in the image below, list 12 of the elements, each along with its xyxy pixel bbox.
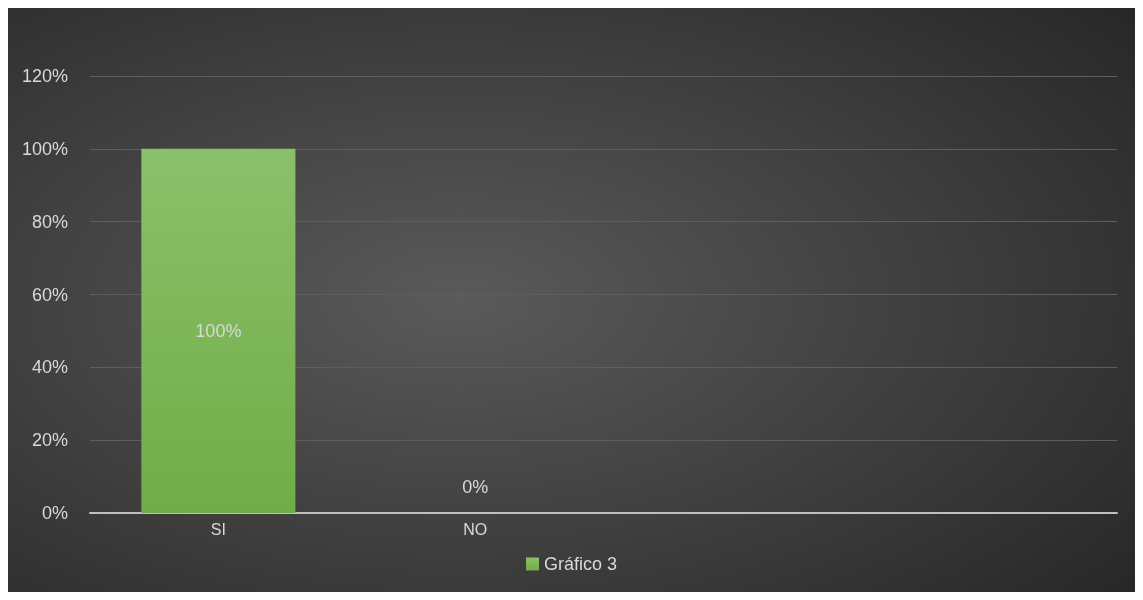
- y-tick-label: 100%: [21, 138, 68, 159]
- text: 0%: [462, 477, 489, 497]
- text: 100%: [195, 320, 242, 341]
- y-tick-label: 20%: [31, 430, 68, 451]
- y-tick-label: 120%: [21, 66, 68, 86]
- y-tick-label: 60%: [31, 284, 68, 305]
- y-tick-label: 40%: [31, 357, 68, 378]
- x-tick-label: NO: [463, 520, 488, 538]
- x-tick-label: SI: [210, 520, 226, 538]
- y-tick-label: 80%: [31, 211, 68, 232]
- y-tick-label: 0%: [41, 503, 68, 523]
- legend-label: Gráfico 3: [543, 554, 618, 574]
